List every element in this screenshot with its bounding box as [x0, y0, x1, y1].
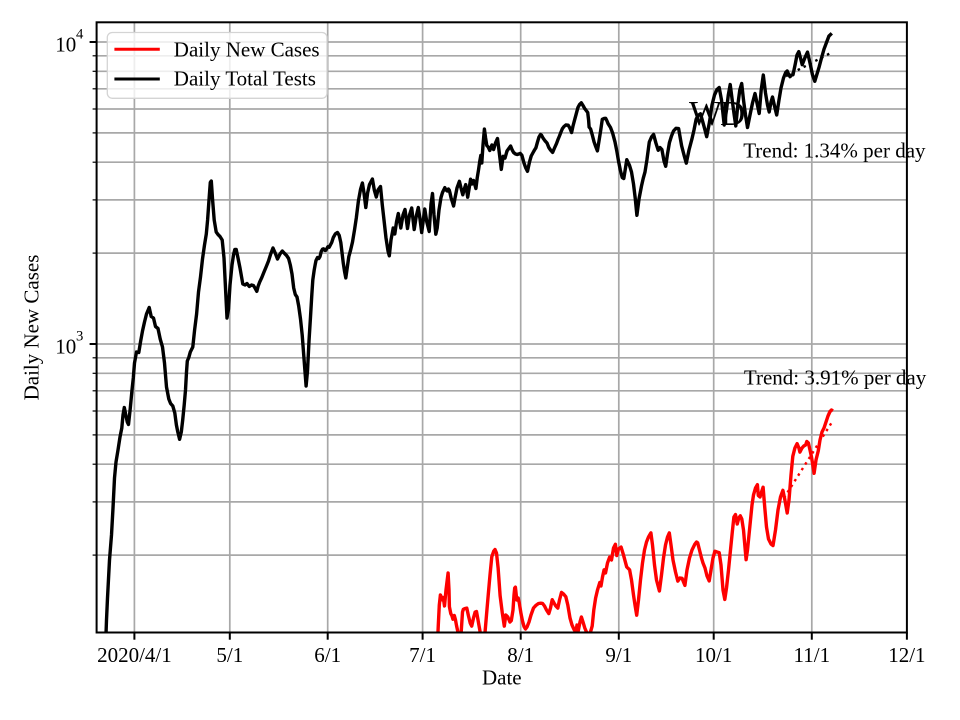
svg-text:4: 4 — [76, 27, 84, 43]
svg-text:7/1: 7/1 — [409, 643, 436, 667]
svg-text:5/1: 5/1 — [216, 643, 243, 667]
svg-text:Daily Total Tests: Daily Total Tests — [174, 67, 316, 91]
svg-text:6/1: 6/1 — [314, 643, 341, 667]
svg-text:Trend: 3.91% per day: Trend: 3.91% per day — [744, 365, 927, 389]
svg-text:9/1: 9/1 — [605, 643, 632, 667]
svg-text:Trend: 1.34% per day: Trend: 1.34% per day — [743, 139, 926, 163]
svg-text:11/1: 11/1 — [794, 643, 831, 667]
svg-text:Daily New Cases: Daily New Cases — [20, 255, 44, 401]
svg-text:10: 10 — [55, 33, 76, 57]
svg-text:10: 10 — [55, 335, 76, 359]
svg-text:Date: Date — [482, 665, 522, 689]
svg-text:Daily New Cases: Daily New Cases — [174, 37, 320, 61]
svg-text:10/1: 10/1 — [695, 643, 732, 667]
svg-text:2020/4/1: 2020/4/1 — [97, 643, 172, 667]
svg-text:3: 3 — [76, 329, 83, 345]
svg-text:8/1: 8/1 — [507, 643, 534, 667]
svg-text:WD: WD — [689, 94, 744, 133]
svg-text:12/1: 12/1 — [888, 643, 925, 667]
